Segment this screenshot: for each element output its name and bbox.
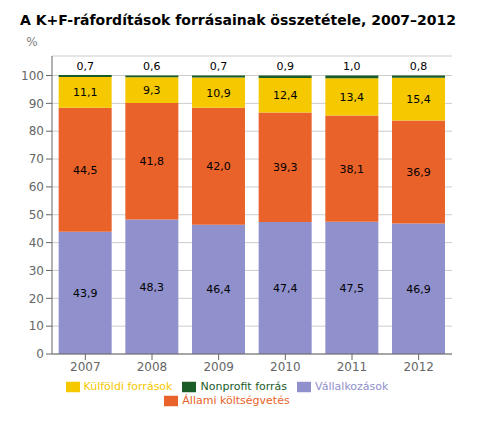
svg-text:100: 100 (21, 69, 44, 83)
html-text:Vállalkozások: Vállalkozások (315, 380, 389, 393)
svg-text:42,0: 42,0 (206, 160, 231, 173)
svg-text:0,9: 0,9 (276, 60, 294, 73)
svg-text:10,9: 10,9 (206, 87, 231, 100)
svg-text:46,4: 46,4 (206, 283, 231, 296)
svg-text:1,0: 1,0 (343, 60, 361, 73)
svg-text:0,7: 0,7 (76, 60, 94, 73)
svg-text:50: 50 (29, 208, 44, 222)
html-text:Állami költségvetés: Állami költségvetés (182, 394, 290, 407)
svg-text:0,7: 0,7 (210, 60, 228, 73)
svg-text:0,8: 0,8 (410, 60, 428, 73)
svg-text:2012: 2012 (403, 360, 434, 374)
svg-text:44,5: 44,5 (73, 164, 98, 177)
svg-text:70: 70 (29, 152, 44, 166)
svg-text:90: 90 (29, 97, 44, 111)
svg-text:12,4: 12,4 (273, 89, 298, 102)
svg-text:36,9: 36,9 (406, 166, 431, 179)
svg-text:10: 10 (29, 319, 44, 333)
svg-text:2009: 2009 (203, 360, 234, 374)
svg-text:46,9: 46,9 (406, 283, 431, 296)
svg-text:30: 30 (29, 264, 44, 278)
svg-text:2011: 2011 (337, 360, 368, 374)
svg-text:0: 0 (36, 347, 44, 361)
html-text:Külföldi források: Külföldi források (83, 380, 173, 393)
svg-text:15,4: 15,4 (406, 93, 431, 106)
svg-text:11,1: 11,1 (73, 86, 98, 99)
svg-text:40: 40 (29, 236, 44, 250)
svg-text:39,3: 39,3 (273, 161, 298, 174)
html-text:A K+F-ráfordítások forrásainak: A K+F-ráfordítások forrásainak összetéte… (19, 12, 457, 28)
svg-text:47,5: 47,5 (340, 282, 365, 295)
svg-text:47,4: 47,4 (273, 282, 298, 295)
svg-text:41,8: 41,8 (140, 155, 165, 168)
svg-text:60: 60 (29, 180, 44, 194)
svg-text:43,9: 43,9 (73, 287, 98, 300)
html-text:Nonprofit forrás: Nonprofit forrás (200, 380, 288, 393)
svg-text:2008: 2008 (137, 360, 168, 374)
svg-text:2010: 2010 (270, 360, 301, 374)
svg-text:80: 80 (29, 124, 44, 138)
svg-text:0,6: 0,6 (143, 60, 161, 73)
svg-text:48,3: 48,3 (140, 281, 165, 294)
svg-text:2007: 2007 (70, 360, 101, 374)
svg-text:9,3: 9,3 (143, 84, 161, 97)
svg-text:38,1: 38,1 (340, 163, 365, 176)
svg-text:13,4: 13,4 (340, 91, 365, 104)
svg-text:%: % (26, 35, 37, 49)
svg-text:20: 20 (29, 292, 44, 306)
